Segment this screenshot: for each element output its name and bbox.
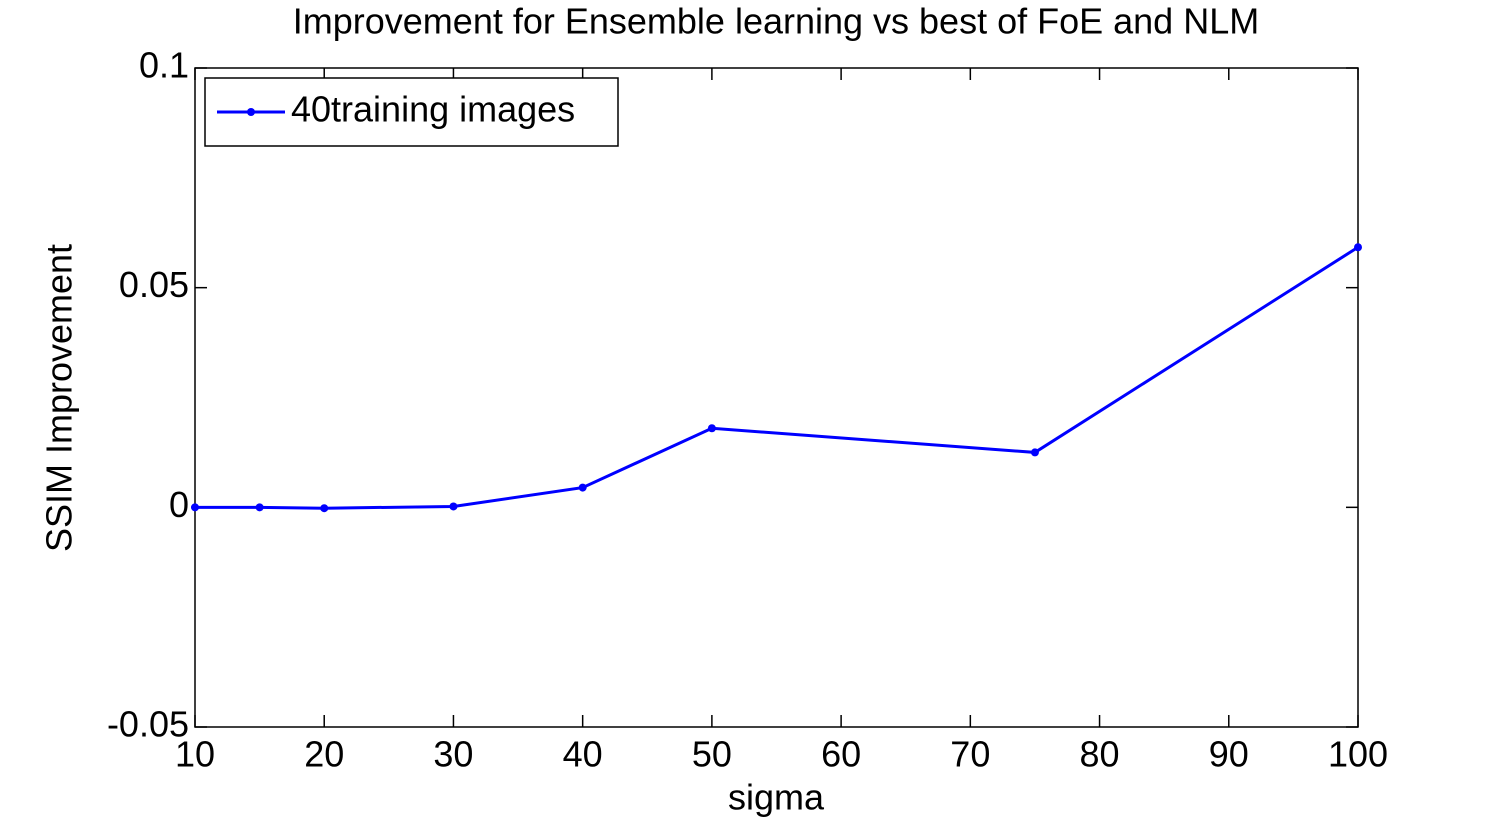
x-tick-label: 20 — [304, 734, 344, 775]
x-tick-label: 10 — [175, 734, 215, 775]
legend-label: 40training images — [291, 89, 575, 130]
data-line — [195, 245, 1359, 510]
x-tick-label: 30 — [433, 734, 473, 775]
data-point — [707, 424, 716, 433]
plot-frame — [194, 67, 1359, 728]
data-point — [191, 503, 199, 512]
data-point — [578, 483, 587, 492]
data-point — [1030, 448, 1039, 457]
data-point — [449, 502, 458, 511]
x-tick-label: 50 — [692, 734, 732, 775]
y-tick-label: -0.05 — [107, 704, 189, 745]
x-tick-label: 40 — [563, 734, 603, 775]
x-tick-label: 80 — [1080, 734, 1120, 775]
y-tick-label: 0 — [169, 484, 189, 525]
x-tick-label: 90 — [1209, 734, 1249, 775]
data-point — [320, 504, 329, 513]
chart-title: Improvement for Ensemble learning vs bes… — [293, 1, 1259, 42]
data-point — [255, 503, 264, 512]
data-point — [1354, 243, 1362, 252]
y-axis-label: SSIM Improvement — [39, 244, 80, 552]
x-tick-label: 100 — [1328, 734, 1388, 775]
legend-marker — [247, 108, 255, 116]
y-tick-label: 0.1 — [139, 45, 189, 86]
y-tick-label: 0.05 — [119, 264, 189, 305]
x-tick-label: 60 — [821, 734, 861, 775]
x-tick-label: 70 — [950, 734, 990, 775]
x-axis-label: sigma — [728, 777, 825, 818]
